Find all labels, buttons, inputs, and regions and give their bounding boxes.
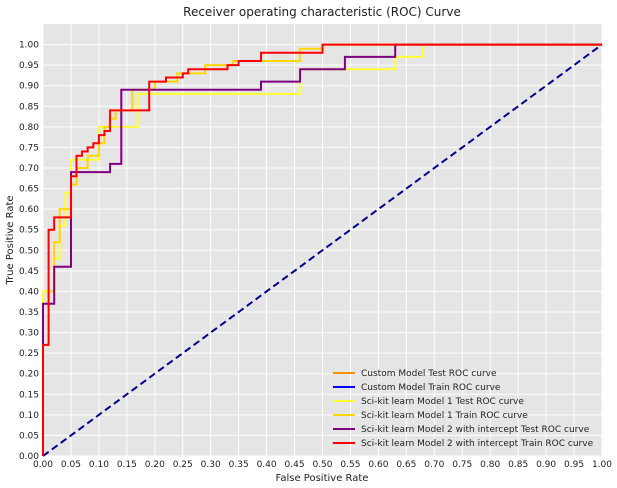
- x-tick-label: 0.60: [368, 460, 388, 470]
- y-tick-label: 0.70: [19, 164, 39, 174]
- x-tick-label: 0.25: [173, 460, 193, 470]
- diagonal-line: [42, 43, 603, 457]
- grid-lines: [42, 24, 603, 457]
- legend: Custom Model Test ROC curve Custom Model …: [333, 369, 594, 449]
- chart-title: Receiver operating characteristic (ROC) …: [183, 5, 461, 19]
- y-tick-label: 0.55: [19, 226, 39, 236]
- x-tick-label: 0.40: [257, 460, 277, 470]
- x-tick-label: 0.10: [89, 460, 109, 470]
- x-tick-label: 0.55: [340, 460, 360, 470]
- x-tick-label: 0.65: [396, 460, 416, 470]
- x-tick-label: 0.45: [285, 460, 305, 470]
- x-axis-label: False Positive Rate: [276, 473, 369, 484]
- x-tick-label: 0.95: [564, 460, 584, 470]
- y-axis-label: True Positive Rate: [5, 195, 16, 285]
- x-tick-label: 0.50: [312, 460, 332, 470]
- legend-entry-label: Custom Model Train ROC curve: [361, 383, 501, 393]
- y-tick-label: 0.75: [19, 143, 39, 153]
- y-tick-label: 0.15: [19, 390, 39, 400]
- y-tick-label: 0.20: [19, 370, 39, 380]
- x-tick-label: 1.00: [592, 460, 612, 470]
- y-tick-label: 0.00: [19, 452, 39, 462]
- x-tick-label: 0.30: [201, 460, 221, 470]
- y-tick-label: 0.45: [19, 267, 39, 277]
- y-tick-label: 0.50: [19, 246, 39, 256]
- y-tick-label: 0.85: [19, 102, 39, 112]
- x-tick-label: 0.90: [536, 460, 556, 470]
- legend-entry-label: Sci-kit learn Model 1 Test ROC curve: [361, 397, 524, 407]
- x-tick-label: 0.75: [452, 460, 472, 470]
- x-tick-label: 0.20: [145, 460, 165, 470]
- x-axis-ticks: 0.00 0.05 0.10 0.15 0.20 0.25 0.30 0.35 0.40 0.45…: [33, 460, 612, 470]
- legend-entry-label: Custom Model Test ROC curve: [361, 369, 497, 379]
- diagonal-reference: [42, 43, 603, 457]
- x-tick-label: 0.00: [33, 460, 53, 470]
- legend-entry-label: Sci-kit learn Model 2 with intercept Tes…: [361, 425, 590, 435]
- series-line-6: [42, 43, 602, 456]
- x-tick-label: 0.70: [424, 460, 444, 470]
- y-tick-label: 0.30: [19, 329, 39, 339]
- x-tick-label: 0.35: [229, 460, 249, 470]
- y-tick-label: 0.25: [19, 349, 39, 359]
- y-tick-label: 0.35: [19, 308, 39, 318]
- y-tick-label: 0.95: [19, 61, 39, 71]
- y-tick-label: 0.05: [19, 431, 39, 441]
- roc-series-group: [42, 43, 602, 456]
- x-tick-label: 0.85: [508, 460, 528, 470]
- y-tick-label: 0.10: [19, 411, 39, 421]
- x-tick-label: 0.15: [117, 460, 137, 470]
- y-tick-label: 0.65: [19, 185, 39, 195]
- legend-entry-label: Sci-kit learn Model 2 with intercept Tra…: [361, 439, 594, 449]
- y-tick-label: 0.60: [19, 205, 39, 215]
- legend-entry-label: Sci-kit learn Model 1 Train ROC curve: [361, 411, 528, 421]
- y-tick-label: 0.80: [19, 123, 39, 133]
- y-tick-label: 0.40: [19, 287, 39, 297]
- y-axis-ticks: 0.00 0.05 0.10 0.15 0.20 0.25 0.30 0.35 0.40 0.45…: [19, 41, 39, 462]
- x-tick-label: 0.80: [480, 460, 500, 470]
- y-tick-label: 0.90: [19, 82, 39, 92]
- y-tick-label: 1.00: [19, 41, 39, 51]
- x-tick-label: 0.05: [61, 460, 81, 470]
- series-line-5: [42, 43, 602, 456]
